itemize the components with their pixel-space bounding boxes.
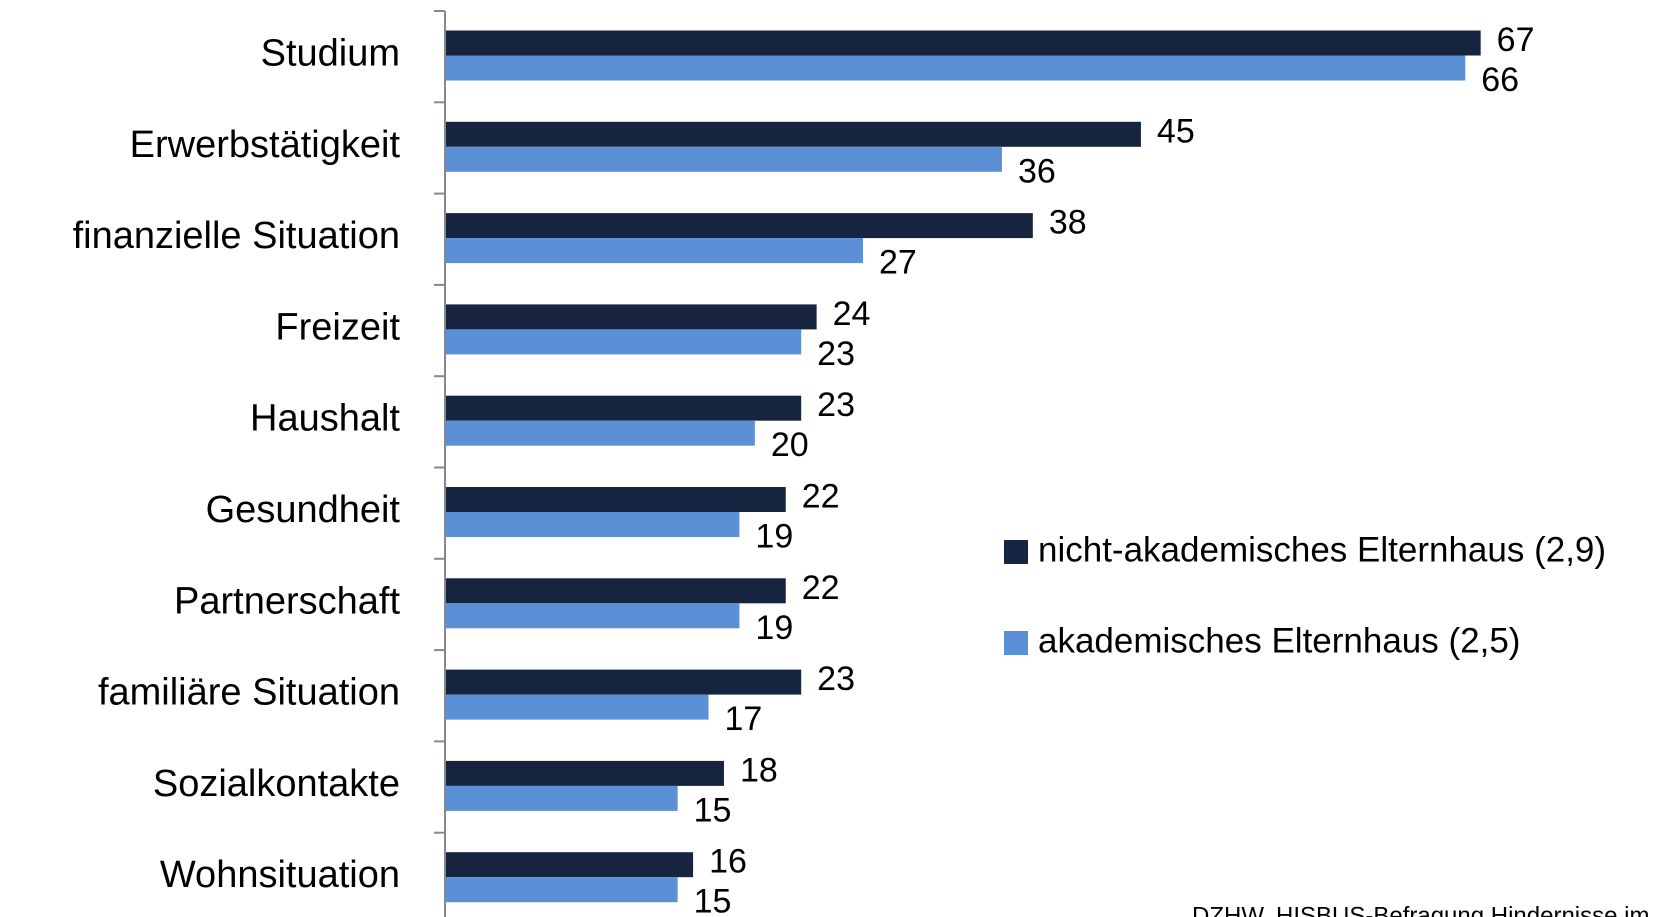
bar — [446, 760, 724, 786]
bar — [446, 238, 863, 264]
bar — [446, 146, 1002, 172]
bar — [446, 512, 740, 537]
category-label: Haushalt — [250, 398, 400, 440]
value-label: 16 — [709, 843, 747, 881]
bar — [446, 121, 1141, 147]
value-label: 66 — [1481, 61, 1519, 99]
bar — [446, 694, 709, 720]
category-label: finanzielle Situation — [73, 215, 400, 257]
legend-swatch — [1004, 631, 1028, 655]
value-label: 20 — [771, 426, 809, 464]
value-label: 15 — [694, 791, 732, 829]
value-label: 23 — [817, 386, 855, 424]
bar — [446, 213, 1033, 239]
bar — [446, 487, 786, 512]
bar — [446, 877, 678, 903]
bar — [446, 329, 802, 355]
bar — [446, 30, 1481, 56]
bar — [446, 852, 694, 878]
bar — [446, 304, 817, 330]
bar — [446, 785, 678, 811]
value-label: 23 — [817, 335, 855, 373]
value-label: 45 — [1157, 112, 1195, 150]
value-label: 36 — [1018, 152, 1056, 190]
value-label: 22 — [802, 477, 840, 515]
bar — [446, 669, 802, 695]
category-label: Gesundheit — [206, 489, 401, 531]
value-label: 18 — [740, 751, 778, 789]
source-note: DZHW, HISBUS-Befragung Hindernisse im — [1192, 902, 1649, 917]
value-label: 27 — [879, 244, 917, 282]
category-label: Wohnsituation — [160, 854, 400, 896]
bar — [446, 603, 740, 629]
value-label: 24 — [833, 295, 871, 333]
bar — [446, 578, 786, 604]
bar — [446, 55, 1466, 81]
value-label: 23 — [817, 660, 855, 698]
category-label: Studium — [261, 33, 400, 75]
bar — [446, 395, 802, 421]
category-label: Partnerschaft — [174, 580, 400, 622]
value-label: 22 — [802, 569, 840, 607]
category-label: Erwerbstätigkeit — [130, 124, 401, 166]
value-label: 19 — [755, 609, 793, 647]
bar — [446, 420, 755, 446]
value-label: 38 — [1049, 204, 1087, 242]
legend-swatch — [1004, 540, 1028, 564]
value-label: 19 — [755, 517, 793, 555]
value-label: 15 — [694, 883, 732, 917]
category-label: Sozialkontakte — [153, 763, 400, 805]
category-label: familiäre Situation — [98, 672, 400, 714]
value-label: 67 — [1497, 21, 1535, 59]
value-label: 17 — [725, 700, 763, 738]
legend-label: nicht-akademisches Elternhaus (2,9) — [1038, 530, 1606, 569]
category-label: Freizeit — [275, 306, 400, 348]
legend-label: akademisches Elternhaus (2,5) — [1038, 621, 1520, 660]
